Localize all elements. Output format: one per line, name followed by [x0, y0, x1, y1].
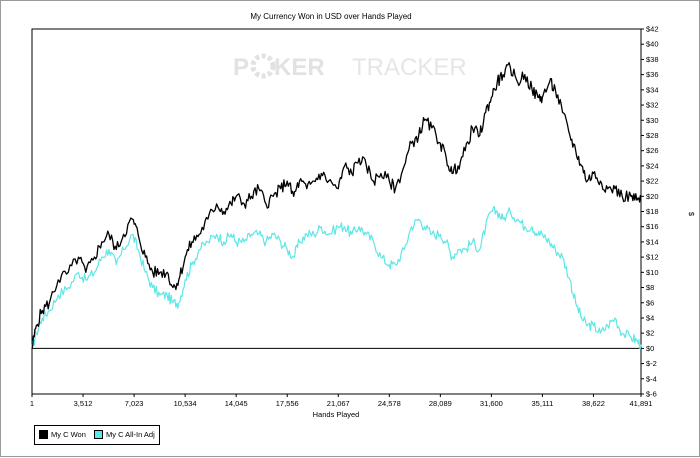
y-tick-label: $-6 — [646, 390, 657, 399]
legend-item-all-in-adj: My C All-In Adj — [94, 430, 155, 439]
legend-swatch-won — [39, 430, 48, 439]
x-tick-label: 7,023 — [125, 399, 144, 408]
x-tick-label: 31,600 — [480, 399, 503, 408]
y-tick-label: $40 — [646, 40, 659, 49]
y-tick-label: $2 — [646, 329, 654, 338]
y-tick-label: $4 — [646, 313, 654, 322]
x-tick-label: 38,622 — [582, 399, 605, 408]
legend-label-won: My C Won — [51, 430, 86, 439]
y-tick-label: $30 — [646, 116, 659, 125]
y-tick-label: $8 — [646, 283, 654, 292]
y-tick-label: $0 — [646, 344, 654, 353]
y-tick-label: $26 — [646, 146, 659, 155]
y-tick-label: $-4 — [646, 374, 657, 383]
watermark-chip-icon — [250, 53, 276, 79]
watermark-text-ker: KER — [274, 54, 325, 81]
y-tick-label: $-2 — [646, 359, 657, 368]
x-axis-label: Hands Played — [313, 410, 360, 419]
x-tick-label: 24,578 — [378, 399, 401, 408]
plot-area — [31, 28, 642, 395]
series-line-won — [31, 62, 642, 349]
x-tick-label: 41,891 — [630, 399, 653, 408]
x-tick-label: 35,111 — [532, 399, 554, 408]
legend-label-all-in-adj: My C All-In Adj — [106, 430, 155, 439]
y-tick-label: $14 — [646, 237, 659, 246]
legend-swatch-all-in-adj — [94, 430, 103, 439]
x-tick-label: 3,512 — [74, 399, 93, 408]
legend: My C Won My C All-In Adj — [34, 425, 160, 445]
y-tick-label: $12 — [646, 253, 659, 262]
y-tick-label: $42 — [646, 25, 659, 34]
y-tick-label: $24 — [646, 161, 659, 170]
y-axis-label: $ — [687, 212, 696, 217]
y-tick-label: $6 — [646, 298, 654, 307]
x-tick-label: 21,067 — [327, 399, 350, 408]
y-tick-label: $36 — [646, 70, 659, 79]
x-tick-label: 14,045 — [225, 399, 248, 408]
x-axis: 1 3,512 7,023 10,534 14,045 17,556 21,067 24,57… — [30, 394, 653, 408]
x-tick-label: 1 — [30, 399, 34, 408]
chart-title: My Currency Won in USD over Hands Played — [250, 12, 411, 21]
y-tick-label: $18 — [646, 207, 659, 216]
x-tick-label: 10,534 — [174, 399, 197, 408]
watermark-text-p: P — [233, 54, 249, 81]
y-tick-label: $38 — [646, 55, 659, 64]
y-tick-label: $32 — [646, 101, 659, 110]
y-tick-label: $10 — [646, 268, 659, 277]
x-tick-label: 28,089 — [429, 399, 452, 408]
series-line-all-in-adj — [31, 205, 642, 349]
watermark: P KER TRACKER — [233, 53, 467, 81]
y-tick-label: $28 — [646, 131, 659, 140]
x-tick-label: 17,556 — [276, 399, 299, 408]
y-tick-label: $20 — [646, 192, 659, 201]
watermark-text-tracker: TRACKER — [352, 54, 467, 81]
y-tick-label: $16 — [646, 222, 659, 231]
y-axis: $-6 $-4 $-2 $0 $2 $4 $6 $8 $10 $12 $14 $16 $18 $20 $22… — [641, 25, 659, 399]
legend-item-won: My C Won — [39, 430, 86, 439]
y-tick-label: $34 — [646, 85, 659, 94]
y-tick-label: $22 — [646, 177, 659, 186]
